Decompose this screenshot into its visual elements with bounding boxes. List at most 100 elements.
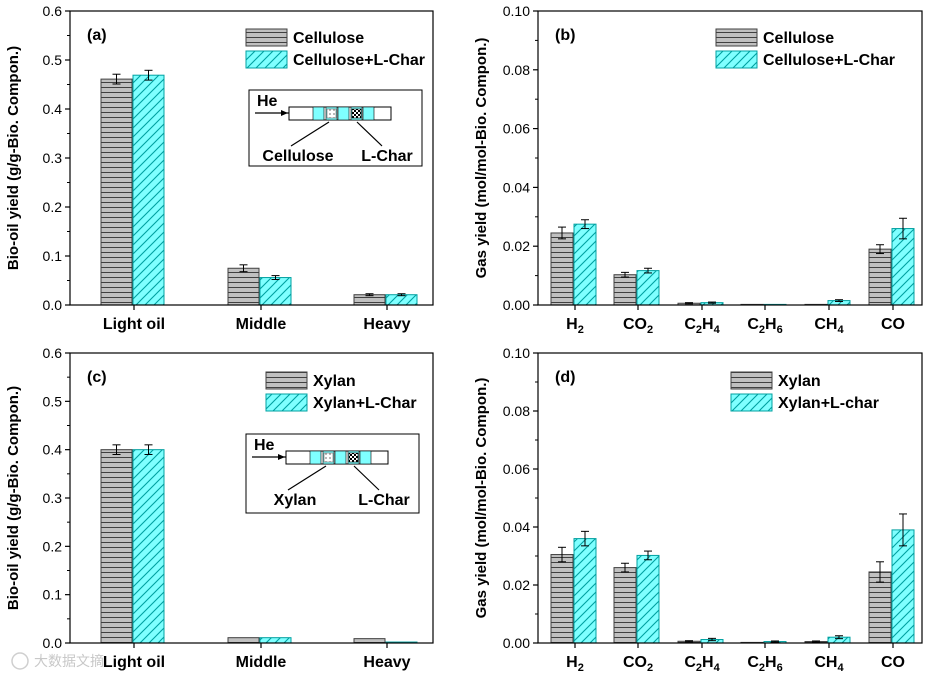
bar-a-s0-c2: [353, 294, 386, 306]
inset-wool-4: [359, 450, 372, 465]
error-bar-b-s0-c2: [685, 302, 693, 305]
ytick-label-a-2: 0.2: [43, 199, 63, 215]
legend-label-d-1: Xylan+L-char: [778, 395, 879, 412]
inset-sample-bed: [326, 108, 337, 119]
ytick-label-c-1: 0.1: [43, 587, 63, 603]
inset-char-bed: [348, 452, 359, 463]
legend-swatch-b-0: [715, 28, 758, 47]
bar-a-s0-c1: [227, 267, 260, 306]
ytick-label-c-5: 0.5: [43, 393, 63, 409]
bar-d-s0-c1: [613, 567, 637, 644]
ytick-label-b-4: 0.08: [503, 62, 530, 78]
inset-label-left: Xylan: [274, 492, 317, 509]
ytick-label-d-2: 0.04: [503, 519, 530, 535]
legend-label-b-0: Cellulose: [763, 30, 834, 47]
legend-swatch-d-0: [730, 371, 773, 390]
inset-sample-bed: [323, 452, 334, 463]
error-bar-d-s0-c4: [812, 640, 820, 643]
error-bar-d-s1-c0: [581, 530, 589, 547]
panel-a: 0.0 0.1 0.2 0.3 0.4 0.5 0.6 Light oil Middle Heav…: [5, 3, 434, 333]
ytick-label-d-1: 0.02: [503, 577, 530, 593]
ytick-label-c-4: 0.4: [43, 442, 63, 458]
xtick-label-b-2: C2H4: [684, 316, 720, 336]
inset-box: [245, 433, 420, 514]
error-bar-d-s1-c1: [644, 550, 652, 561]
legend-label-d-0: Xylan: [778, 373, 821, 390]
panel-d: 0.00 0.02 0.04 0.06 0.08 0.10 H2 CO2 C2H4 C2H6 CH4…: [473, 345, 923, 674]
legend-label-c-1: Xylan+L-Char: [313, 395, 417, 412]
xtick-label-b-0: H2: [566, 316, 584, 336]
watermark-icon: [11, 652, 29, 670]
legend-swatch-c-0: [265, 371, 308, 390]
panel-label-a: (a): [87, 27, 107, 44]
bar-b-s0-c0: [550, 232, 574, 306]
ytick-label-a-1: 0.1: [43, 248, 63, 264]
xtick-label-c-0: Light oil: [103, 654, 165, 671]
inset-wool-0: [312, 106, 325, 121]
bar-c-s1-c0: [132, 449, 165, 644]
error-bar-a-s0-c1: [239, 264, 248, 273]
ytick-label-c-3: 0.3: [43, 490, 63, 506]
error-bar-d-s1-c2: [708, 637, 716, 642]
panel-b: 0.00 0.02 0.04 0.06 0.08 0.10 H2 CO2 C2H4 C2H6 CH4…: [473, 3, 923, 336]
xtick-label-b-4: CH4: [814, 316, 844, 336]
xtick-label-a-0: Light oil: [103, 316, 165, 333]
ytick-label-c-2: 0.2: [43, 538, 63, 554]
legend-swatch-c-1: [265, 393, 308, 412]
xtick-label-a-1: Middle: [236, 316, 287, 333]
bar-b-s0-c5: [868, 248, 892, 306]
ytick-label-a-0: 0.0: [43, 297, 63, 313]
ytick-label-c-6: 0.6: [43, 345, 63, 361]
ytick-label-c-0: 0.0: [43, 635, 63, 651]
bar-b-s0-c1: [613, 274, 637, 306]
bar-c-s0-c2: [353, 638, 386, 644]
error-bar-c-s1-c0: [144, 444, 153, 455]
error-bar-b-s1-c1: [644, 267, 652, 274]
bar-a-s0-c0: [100, 78, 133, 306]
legend-label-a-0: Cellulose: [293, 30, 364, 47]
inset-label-right: L-Char: [358, 492, 410, 509]
xtick-label-d-0: H2: [566, 654, 584, 674]
ytick-label-b-1: 0.02: [503, 238, 530, 254]
xtick-label-d-2: C2H4: [684, 654, 720, 674]
watermark-text: 大数据文摘: [34, 653, 104, 670]
inset-wool-2: [337, 106, 350, 121]
bar-b-s1-c1: [636, 270, 660, 306]
error-bar-d-s0-c0: [558, 546, 566, 563]
bar-c-s0-c0: [100, 449, 133, 644]
inset-wool-2: [334, 450, 347, 465]
legend-swatch-a-1: [245, 50, 288, 69]
legend-label-a-1: Cellulose+L-Char: [293, 52, 425, 69]
error-bar-b-s1-c4: [835, 299, 843, 302]
inset-label-left: Cellulose: [262, 148, 333, 165]
error-bar-a-s1-c0: [144, 69, 153, 81]
error-bar-d-s0-c2: [685, 640, 693, 643]
legend-d: Xylan Xylan+L-char: [730, 371, 879, 412]
ytick-label-d-4: 0.08: [503, 403, 530, 419]
error-bar-b-s1-c0: [581, 219, 589, 230]
inset-gas-label: He: [257, 93, 278, 110]
ytick-label-b-3: 0.06: [503, 121, 530, 137]
ytick-label-b-0: 0.00: [503, 297, 530, 313]
xtick-label-b-3: C2H6: [747, 316, 782, 336]
xtick-label-b-5: CO: [881, 316, 905, 333]
bar-d-s0-c5: [868, 571, 892, 644]
ytick-label-d-3: 0.06: [503, 461, 530, 477]
error-bar-c-s0-c0: [112, 444, 121, 455]
xtick-label-b-1: CO2: [623, 316, 653, 336]
watermark: 大数据文摘: [11, 652, 104, 670]
legend-a: Cellulose Cellulose+L-Char: [245, 28, 425, 69]
xtick-label-c-1: Middle: [236, 654, 287, 671]
legend-swatch-d-1: [730, 393, 773, 412]
legend-label-c-0: Xylan: [313, 373, 356, 390]
bar-a-s1-c2: [385, 294, 418, 306]
inset-a: He Cellulose L-Char: [248, 89, 423, 167]
inset-pointer-left: [287, 465, 327, 491]
ylabel-b: Gas yield (mol/mol-Bio. Compon.): [473, 38, 490, 279]
panel-label-c: (c): [87, 369, 107, 386]
ylabel-d: Gas yield (mol/mol-Bio. Compon.): [473, 378, 490, 619]
error-bar-b-s1-c5: [899, 217, 907, 240]
error-bar-b-s0-c1: [621, 271, 629, 278]
legend-swatch-a-0: [245, 28, 288, 47]
